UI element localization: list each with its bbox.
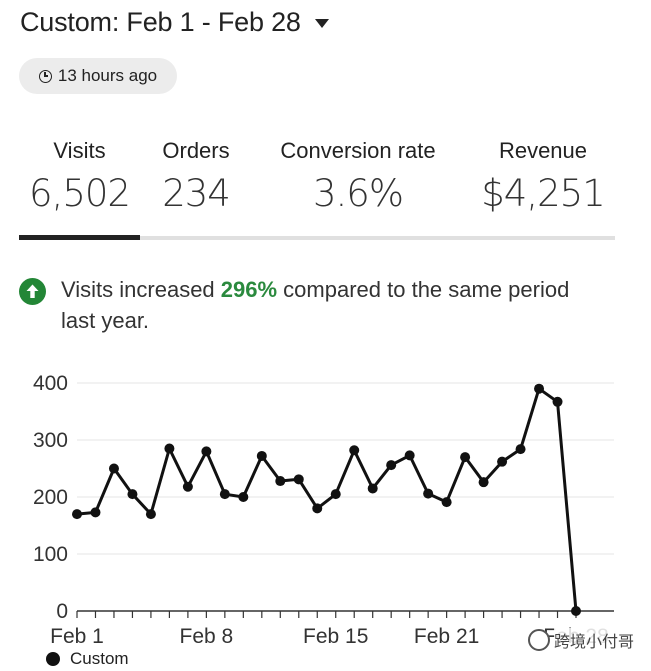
data-point (571, 606, 581, 616)
data-point (145, 509, 156, 520)
stat-value: 3.6% (313, 172, 404, 215)
data-point (404, 450, 415, 461)
legend-label: Custom (70, 649, 129, 668)
stat-tab-orders[interactable]: Orders 234 (146, 132, 246, 236)
data-point (515, 444, 526, 455)
data-point (423, 488, 434, 499)
series-line-custom (76, 387, 578, 612)
watermark: 跨境小付哥 (528, 628, 635, 652)
data-point (552, 396, 563, 407)
legend-dot-icon (46, 652, 60, 666)
data-point (534, 383, 545, 394)
data-point (72, 509, 82, 520)
data-point (90, 507, 101, 518)
x-tick-label: Feb 15 (303, 625, 368, 648)
clock-icon (38, 69, 52, 83)
data-point (349, 445, 360, 456)
data-point (460, 452, 471, 463)
x-tick-label: Feb 21 (414, 625, 479, 648)
active-tab-indicator (19, 235, 140, 240)
data-point (164, 443, 175, 454)
insight-highlight: 296% (220, 277, 278, 302)
stat-value: $4,251 (481, 172, 605, 215)
data-point (330, 489, 341, 500)
data-point (201, 446, 212, 457)
stat-tab-revenue[interactable]: Revenue $4,251 (474, 132, 612, 236)
stat-label: Visits (53, 138, 106, 163)
stat-label: Revenue (498, 138, 588, 163)
date-range-title: Custom: Feb 1 - Feb 28 (20, 6, 301, 37)
insight-text-after: compared to the same period last year. (61, 277, 570, 333)
data-point (386, 460, 397, 471)
y-tick-label: 300 (33, 429, 68, 452)
data-point (312, 503, 323, 514)
data-point (478, 477, 489, 488)
stat-label: Orders (162, 138, 230, 163)
stat-value: 234 (162, 172, 231, 215)
stat-tab-conversion-rate[interactable]: Conversion rate 3.6% (265, 132, 451, 236)
last-updated-text: 13 hours ago (57, 66, 158, 85)
data-point (238, 492, 249, 502)
y-tick-label: 400 (33, 372, 68, 395)
wechat-logo-icon (528, 629, 550, 651)
stat-value: 6,502 (29, 172, 131, 215)
stats-tabs: Visits 6,502 Orders 234 Conversion rate … (19, 132, 615, 242)
last-updated-badge: 13 hours ago (19, 58, 177, 94)
data-point (441, 497, 452, 508)
y-tick-label: 0 (56, 600, 68, 623)
data-point (367, 483, 378, 494)
y-tick-label: 100 (33, 543, 68, 566)
data-point (182, 481, 193, 492)
chart-legend: Custom (46, 649, 129, 669)
data-point (293, 474, 304, 485)
stat-tab-visits[interactable]: Visits 6,502 (19, 132, 140, 236)
data-point (108, 463, 119, 474)
data-point (275, 476, 286, 487)
arrow-up-icon (19, 278, 46, 305)
date-range-dropdown[interactable]: Custom: Feb 1 - Feb 28 (20, 4, 329, 40)
watermark-text: 跨境小付哥 (554, 628, 635, 652)
data-point (497, 456, 508, 467)
tabs-underline (19, 236, 615, 240)
stat-label: Conversion rate (280, 138, 436, 163)
caret-down-icon (314, 19, 329, 28)
x-tick-label: Feb 1 (50, 625, 104, 648)
y-tick-label: 200 (33, 486, 68, 509)
insight-text: Visits increased 296% compared to the sa… (61, 274, 601, 336)
data-point (127, 489, 138, 500)
x-tick-label: Feb 8 (180, 625, 234, 648)
insight-text-before: Visits increased (61, 277, 221, 302)
data-point (219, 489, 230, 500)
data-point (256, 450, 267, 461)
